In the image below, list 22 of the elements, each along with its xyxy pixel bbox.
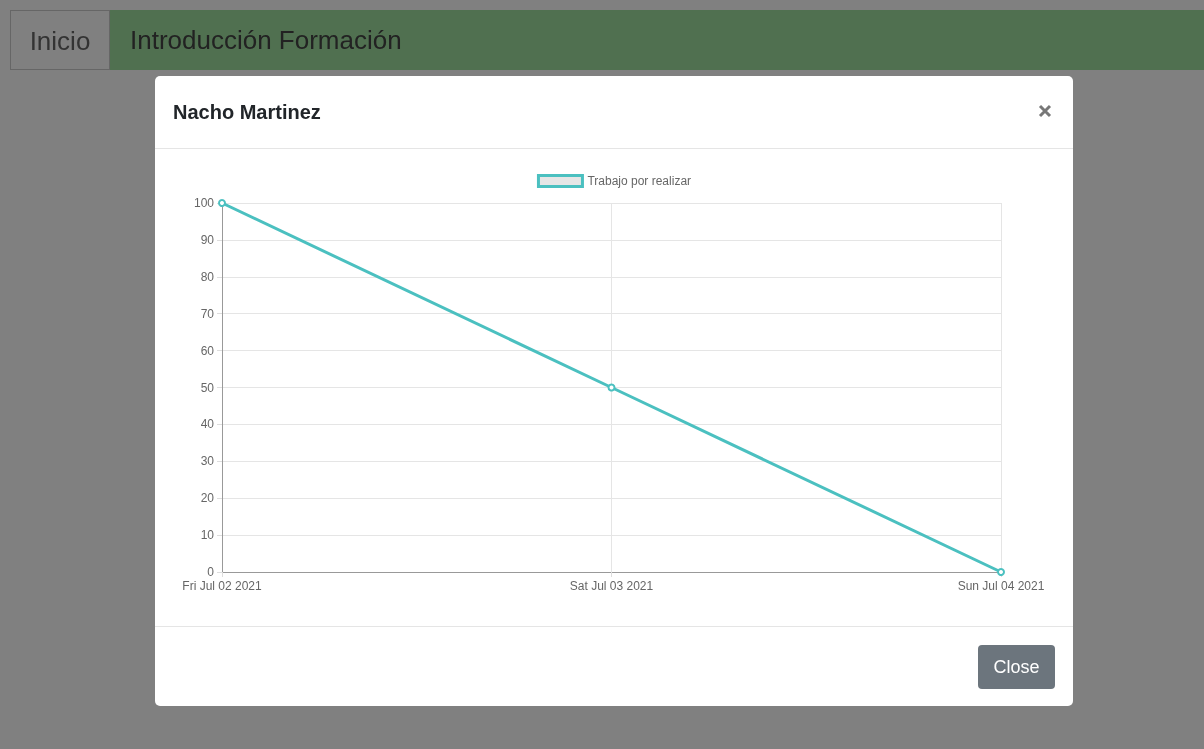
y-tick-label: 60 [200,343,215,358]
y-tick-label: 20 [200,491,215,506]
legend-label: Trabajo por realizar [587,174,692,188]
y-tick-label: 10 [200,528,215,543]
x-tick-label: Fri Jul 02 2021 [182,579,263,593]
point [997,568,1005,576]
y-tick-label: 40 [200,417,215,432]
text: Introducción Formación [110,10,1204,70]
y-tick-label: 80 [200,269,215,284]
point [607,383,616,392]
y-tick-label: 100 [193,196,215,210]
y-tick-label: 90 [200,232,215,247]
y-tick-label: 0 [207,565,215,579]
text: Inicio [10,10,110,70]
chart-title: Nacho Martinez [173,100,321,125]
y-tick-label: 50 [200,380,215,395]
x-tick-label: Sun Jul 04 2021 [957,579,1045,593]
x-tick-label: Sat Jul 03 2021 [569,579,654,593]
y-tick-label: 70 [200,306,215,321]
y-tick-label: 30 [200,454,215,469]
point [218,199,226,207]
text: Close [978,645,1055,689]
